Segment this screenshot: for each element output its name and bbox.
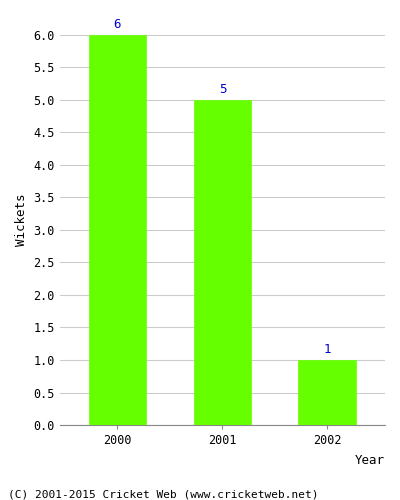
Text: 1: 1	[324, 343, 331, 356]
Text: 5: 5	[219, 82, 226, 96]
Bar	[298, 360, 356, 425]
Text: 6: 6	[114, 18, 121, 30]
Bar	[194, 100, 251, 425]
Bar	[89, 34, 146, 425]
Text: (C) 2001-2015 Cricket Web (www.cricketweb.net): (C) 2001-2015 Cricket Web (www.cricketwe…	[8, 490, 318, 500]
Y-axis label: Wickets: Wickets	[15, 194, 28, 246]
Text: Year: Year	[355, 454, 385, 467]
